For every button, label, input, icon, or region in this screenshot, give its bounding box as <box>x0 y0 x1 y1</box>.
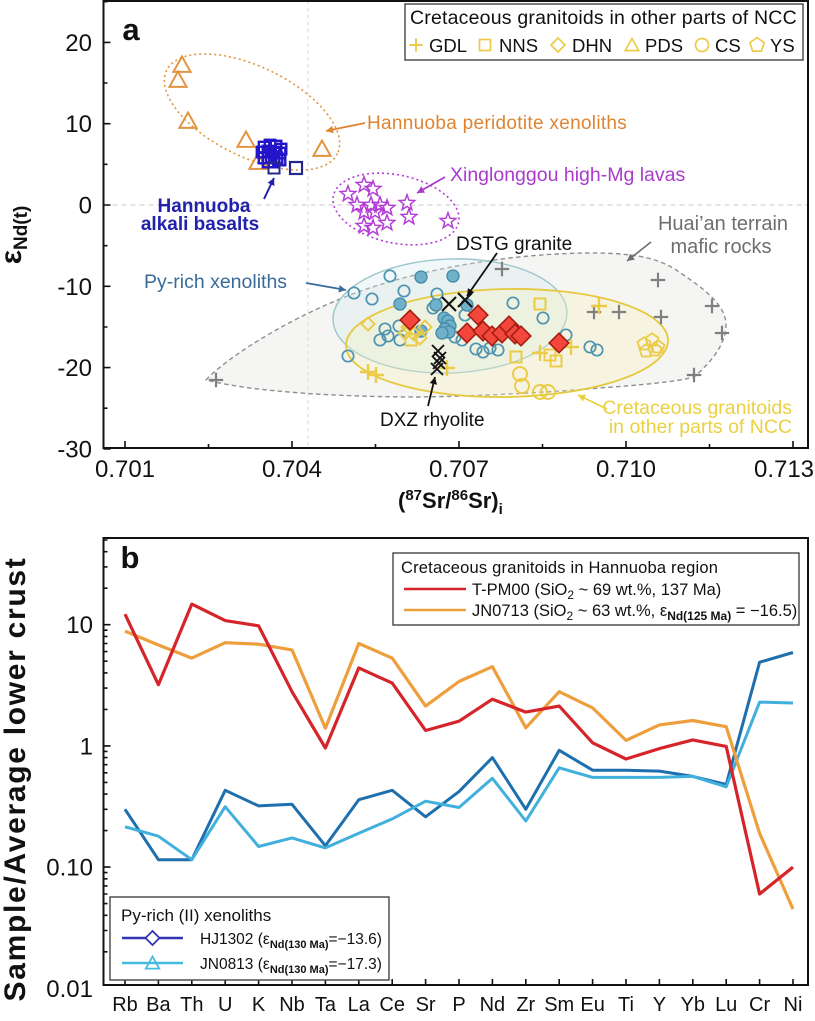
svg-text:DXZ rhyolite: DXZ rhyolite <box>380 410 485 431</box>
svg-text:T-PM00 (SiO2 ~ 69 wt.%, 137 Ma: T-PM00 (SiO2 ~ 69 wt.%, 137 Ma) <box>472 581 721 602</box>
svg-text:(87Sr/86Sr)i: (87Sr/86Sr)i <box>398 487 503 518</box>
svg-text:JN0813 (εNd(130 Ma)=−17.3): JN0813 (εNd(130 Ma)=−17.3) <box>200 956 382 976</box>
svg-text:20: 20 <box>65 30 92 57</box>
svg-text:Ti: Ti <box>618 994 634 1016</box>
svg-text:Zr: Zr <box>516 994 535 1016</box>
svg-text:Hannuoba: Hannuoba <box>158 196 251 217</box>
svg-text:P: P <box>452 994 465 1016</box>
svg-text:K: K <box>252 994 266 1016</box>
svg-text:DSTG granite: DSTG granite <box>456 234 572 255</box>
svg-text:Py-rich xenoliths: Py-rich xenoliths <box>144 271 287 293</box>
svg-text:Xinglonggou high-Mg lavas: Xinglonggou high-Mg lavas <box>450 164 685 186</box>
svg-text:Nb: Nb <box>279 994 305 1016</box>
svg-text:YS: YS <box>770 35 795 56</box>
svg-text:Ta: Ta <box>315 994 337 1016</box>
svg-text:La: La <box>348 994 371 1016</box>
svg-text:Ce: Ce <box>379 994 405 1016</box>
svg-text:Sm: Sm <box>544 994 574 1016</box>
svg-text:NNS: NNS <box>499 35 538 56</box>
svg-text:0.710: 0.710 <box>596 456 656 483</box>
svg-text:b: b <box>121 540 140 575</box>
svg-text:Ba: Ba <box>146 994 171 1016</box>
svg-text:Cr: Cr <box>749 994 770 1016</box>
svg-text:Sr: Sr <box>416 994 436 1016</box>
svg-text:0.701: 0.701 <box>95 456 155 483</box>
svg-text:Lu: Lu <box>715 994 737 1016</box>
svg-text:Nd: Nd <box>480 994 506 1016</box>
svg-text:10: 10 <box>66 612 93 639</box>
svg-text:0.01: 0.01 <box>46 976 93 1003</box>
svg-text:-30: -30 <box>57 436 92 463</box>
svg-text:Cretaceous granitoids: Cretaceous granitoids <box>602 397 792 419</box>
svg-text:HJ1302 (εNd(130 Ma)=−13.6): HJ1302 (εNd(130 Ma)=−13.6) <box>200 931 382 951</box>
svg-text:mafic rocks: mafic rocks <box>670 236 771 258</box>
svg-text:Th: Th <box>180 994 203 1016</box>
svg-text:-10: -10 <box>57 274 92 301</box>
svg-text:0.704: 0.704 <box>262 456 322 483</box>
svg-text:U: U <box>218 994 232 1016</box>
svg-text:Py-rich (II) xenoliths: Py-rich (II) xenoliths <box>121 906 271 925</box>
svg-text:Hannuoba peridotite xenoliths: Hannuoba peridotite xenoliths <box>367 113 627 134</box>
svg-text:Yb: Yb <box>681 994 705 1016</box>
svg-text:Rb: Rb <box>112 994 138 1016</box>
svg-text:Cretaceous granitoids in Hannu: Cretaceous granitoids in Hannuoba region <box>401 559 718 577</box>
svg-text:Y: Y <box>653 994 666 1016</box>
svg-text:alkali basalts: alkali basalts <box>141 214 259 235</box>
svg-text:Huai’an terrain: Huai’an terrain <box>658 213 788 235</box>
svg-text:1: 1 <box>80 733 93 760</box>
svg-text:in other parts of NCC: in other parts of NCC <box>609 416 792 438</box>
svg-text:10: 10 <box>65 111 92 138</box>
svg-text:0.707: 0.707 <box>429 456 489 483</box>
svg-text:0.10: 0.10 <box>46 855 93 882</box>
svg-text:a: a <box>122 12 140 47</box>
svg-text:PDS: PDS <box>645 35 683 56</box>
svg-text:Sample/Average lower crust: Sample/Average lower crust <box>0 557 32 1002</box>
svg-text:0.713: 0.713 <box>754 456 814 483</box>
svg-text:Cretaceous granitoids in other: Cretaceous granitoids in other parts of … <box>410 7 797 29</box>
svg-text:0: 0 <box>79 193 92 220</box>
svg-text:-20: -20 <box>57 355 92 382</box>
svg-text:Ni: Ni <box>784 994 803 1016</box>
svg-text:GDL: GDL <box>429 35 467 56</box>
svg-text:DHN: DHN <box>572 35 612 56</box>
svg-text:JN0713 (SiO2 ~ 63 wt.%, εNd(1: JN0713 (SiO2 ~ 63 wt.%, εNd(125 Ma) = −1… <box>472 602 797 623</box>
svg-text:Eu: Eu <box>580 994 604 1016</box>
svg-text:CS: CS <box>715 35 741 56</box>
